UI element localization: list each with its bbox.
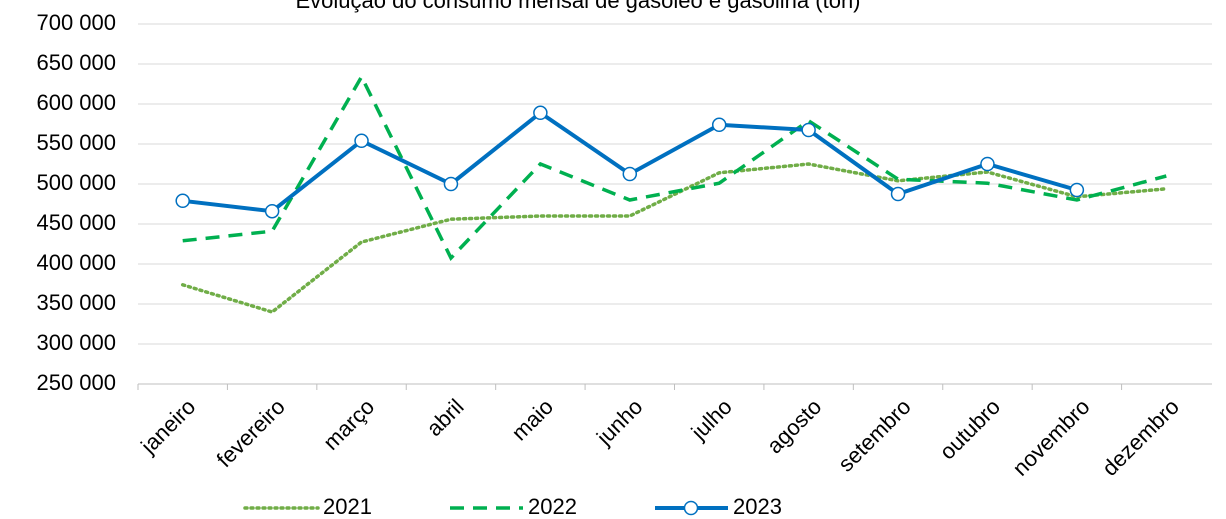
y-tick-label: 550 000: [36, 130, 116, 155]
data-point: [711, 117, 727, 133]
x-tick-label: junho: [591, 394, 647, 450]
data-point: [533, 105, 548, 121]
y-tick-label: 500 000: [36, 170, 116, 195]
y-tick-label: 700 000: [36, 10, 116, 35]
x-tick-label: dezembro: [1097, 394, 1184, 481]
data-point: [175, 193, 190, 209]
x-tick-label: janeiro: [135, 394, 200, 459]
series-line: [182, 73, 1167, 262]
y-tick-label: 600 000: [36, 90, 116, 115]
data-point: [622, 166, 638, 182]
data-point: [1069, 182, 1085, 198]
y-tick-label: 650 000: [36, 50, 116, 75]
x-tick-label: maio: [507, 394, 558, 445]
x-tick-label: abril: [422, 394, 469, 441]
chart-title: Evolução do consumo mensal de gasóleo e …: [295, 0, 860, 13]
y-tick-label: 250 000: [36, 370, 116, 395]
x-tick-label: outubro: [935, 394, 1005, 464]
data-point: [980, 156, 995, 172]
legend-label: 2021: [323, 494, 372, 519]
x-tick-label: fevereiro: [212, 394, 290, 472]
y-tick-label: 400 000: [36, 250, 116, 275]
data-point: [443, 176, 459, 192]
data-point: [354, 133, 369, 149]
series-line: [180, 162, 1169, 314]
x-tick-label: setembro: [833, 394, 916, 477]
y-tick-label: 450 000: [36, 210, 116, 235]
x-tick-label: julho: [686, 394, 737, 445]
data-point: [801, 122, 816, 138]
series-line: [182, 110, 1078, 214]
legend-marker: [683, 500, 699, 516]
x-tick-label: novembro: [1008, 394, 1095, 481]
legend-label: 2022: [528, 494, 577, 519]
x-tick-label: agosto: [762, 394, 826, 458]
data-point: [264, 203, 280, 219]
y-tick-label: 350 000: [36, 290, 116, 315]
x-tick-label: março: [318, 394, 379, 455]
y-tick-label: 300 000: [36, 330, 116, 355]
legend-label: 2023: [733, 494, 782, 519]
data-point: [890, 186, 906, 202]
